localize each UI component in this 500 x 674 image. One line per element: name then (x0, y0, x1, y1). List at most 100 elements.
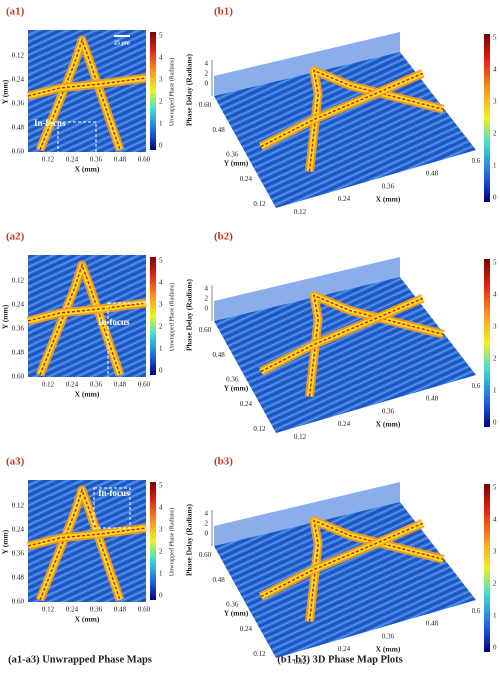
x-axis-label: X (mm) (376, 195, 401, 204)
colorbar-tick: 0 (159, 367, 163, 375)
colorbar-tick: 3 (493, 323, 497, 331)
z-axis-label: Phase Delay (Radians) (185, 278, 194, 351)
colorbar-label: Unwrapped Phase (Radians) (168, 58, 175, 126)
z-axis-label: Phase Delay (Radians) (185, 503, 194, 576)
y-tick-label: 0.60 (199, 551, 212, 559)
y-tick-label: 0.12 (253, 650, 266, 658)
y-tick-label: 0.60 (199, 326, 212, 334)
x-tick-label: 0.6 (472, 382, 481, 390)
panel-label: (a3) (6, 456, 25, 468)
surface-side (214, 257, 400, 321)
y-tick-label: 0.36 (226, 375, 239, 383)
focus-box (57, 121, 97, 181)
x-axis-label: X (mm) (376, 420, 401, 429)
surface (214, 52, 476, 208)
colorbar-tick: 1 (159, 570, 163, 578)
colorbar-tick: 5 (493, 484, 497, 492)
y-tick-label: 0.24 (240, 400, 253, 408)
x-tick-label: 0.12 (42, 156, 55, 164)
panel-label: (a1) (6, 6, 25, 18)
colorbar-tick: 2 (493, 355, 497, 363)
colorbar-tick: 4 (493, 516, 497, 524)
y-tick-label: 0.24 (12, 301, 25, 309)
colorbar-tick: 5 (159, 482, 163, 490)
colorbar-tick: 2 (159, 548, 163, 556)
x-tick-label: 0.12 (42, 381, 55, 389)
colorbar-tick: 3 (493, 98, 497, 106)
fiber (39, 37, 121, 151)
y-tick-label: 0.36 (12, 550, 25, 558)
y-axis-label: Y (mm) (1, 79, 10, 104)
z-tick-label: 0 (205, 305, 209, 313)
fiber (39, 262, 121, 376)
colorbar-tick: 2 (159, 98, 163, 106)
focus-label: In-focus (34, 118, 66, 128)
colorbar-tick: 2 (159, 323, 163, 331)
colorbar-tick: 1 (159, 345, 163, 353)
colorbar-tick: 4 (159, 279, 163, 287)
z-tick-label: 4 (205, 285, 209, 293)
y-tick-label: 0.60 (12, 148, 25, 156)
colorbar-tick: 1 (159, 120, 163, 128)
colorbar-tick: 4 (159, 504, 163, 512)
x-tick-label: 0.24 (338, 645, 351, 653)
z-axis-label: Phase Delay (Radians) (185, 53, 194, 126)
colorbar-tick: 5 (493, 34, 497, 42)
colorbar (484, 259, 490, 427)
colorbar (150, 482, 156, 600)
colorbar-tick: 2 (493, 580, 497, 588)
colorbar (150, 257, 156, 375)
x-tick-label: 0.12 (294, 658, 307, 666)
z-tick-label: 2 (205, 70, 209, 78)
colorbar-tick: 3 (159, 76, 163, 84)
colorbar-tick: 1 (493, 612, 497, 620)
colorbar-tick: 5 (159, 257, 163, 265)
surface-side (214, 482, 400, 546)
y-tick-label: 0.24 (12, 76, 25, 84)
x-tick-label: 0.48 (114, 156, 127, 164)
y-tick-label: 0.24 (240, 175, 253, 183)
x-tick-label: 0.36 (382, 632, 395, 640)
scale-label: 25 μm (114, 40, 130, 46)
y-tick-label: 0.48 (12, 574, 25, 582)
z-tick-label: 0 (205, 80, 209, 88)
x-tick-label: 0.6 (472, 157, 481, 165)
x-tick-label: 0.60 (138, 381, 151, 389)
colorbar-tick: 3 (159, 301, 163, 309)
y-tick-label: 0.12 (12, 52, 25, 60)
x-tick-label: 0.48 (114, 381, 127, 389)
x-tick-label: 0.24 (338, 420, 351, 428)
fiber (27, 302, 147, 322)
colorbar-tick: 5 (159, 32, 163, 40)
x-axis-label: X (mm) (376, 645, 401, 654)
y-tick-label: 0.12 (253, 425, 266, 433)
x-tick-label: 0.36 (90, 606, 103, 614)
colorbar-tick: 3 (159, 526, 163, 534)
panel-label: (b3) (214, 456, 233, 468)
colorbar-label: Unwrapped Phase (Radians) (168, 283, 175, 351)
y-tick-label: 0.48 (212, 576, 225, 584)
colorbar (484, 34, 490, 202)
x-axis-label: X (mm) (75, 615, 100, 624)
focus-label: In-focus (98, 317, 130, 327)
colorbar-tick: 1 (493, 162, 497, 170)
x-axis-label: X (mm) (75, 390, 100, 399)
panel-label: (a2) (6, 231, 25, 243)
focus-label: In-focus (98, 488, 130, 498)
colorbar-tick: 5 (493, 259, 497, 267)
fiber (27, 77, 147, 97)
y-tick-label: 0.48 (12, 349, 25, 357)
y-tick-label: 0.48 (12, 124, 25, 132)
y-axis-label: Y (mm) (224, 159, 249, 168)
surface-side (214, 32, 400, 96)
x-tick-label: 0.24 (338, 195, 351, 203)
fiber (27, 527, 147, 547)
colorbar-tick: 0 (159, 592, 163, 600)
x-tick-label: 0.12 (294, 433, 307, 441)
x-tick-label: 0.12 (294, 208, 307, 216)
colorbar (484, 484, 490, 652)
panel-label: (b1) (214, 6, 233, 18)
y-tick-label: 0.24 (240, 625, 253, 633)
fiber (39, 487, 121, 601)
